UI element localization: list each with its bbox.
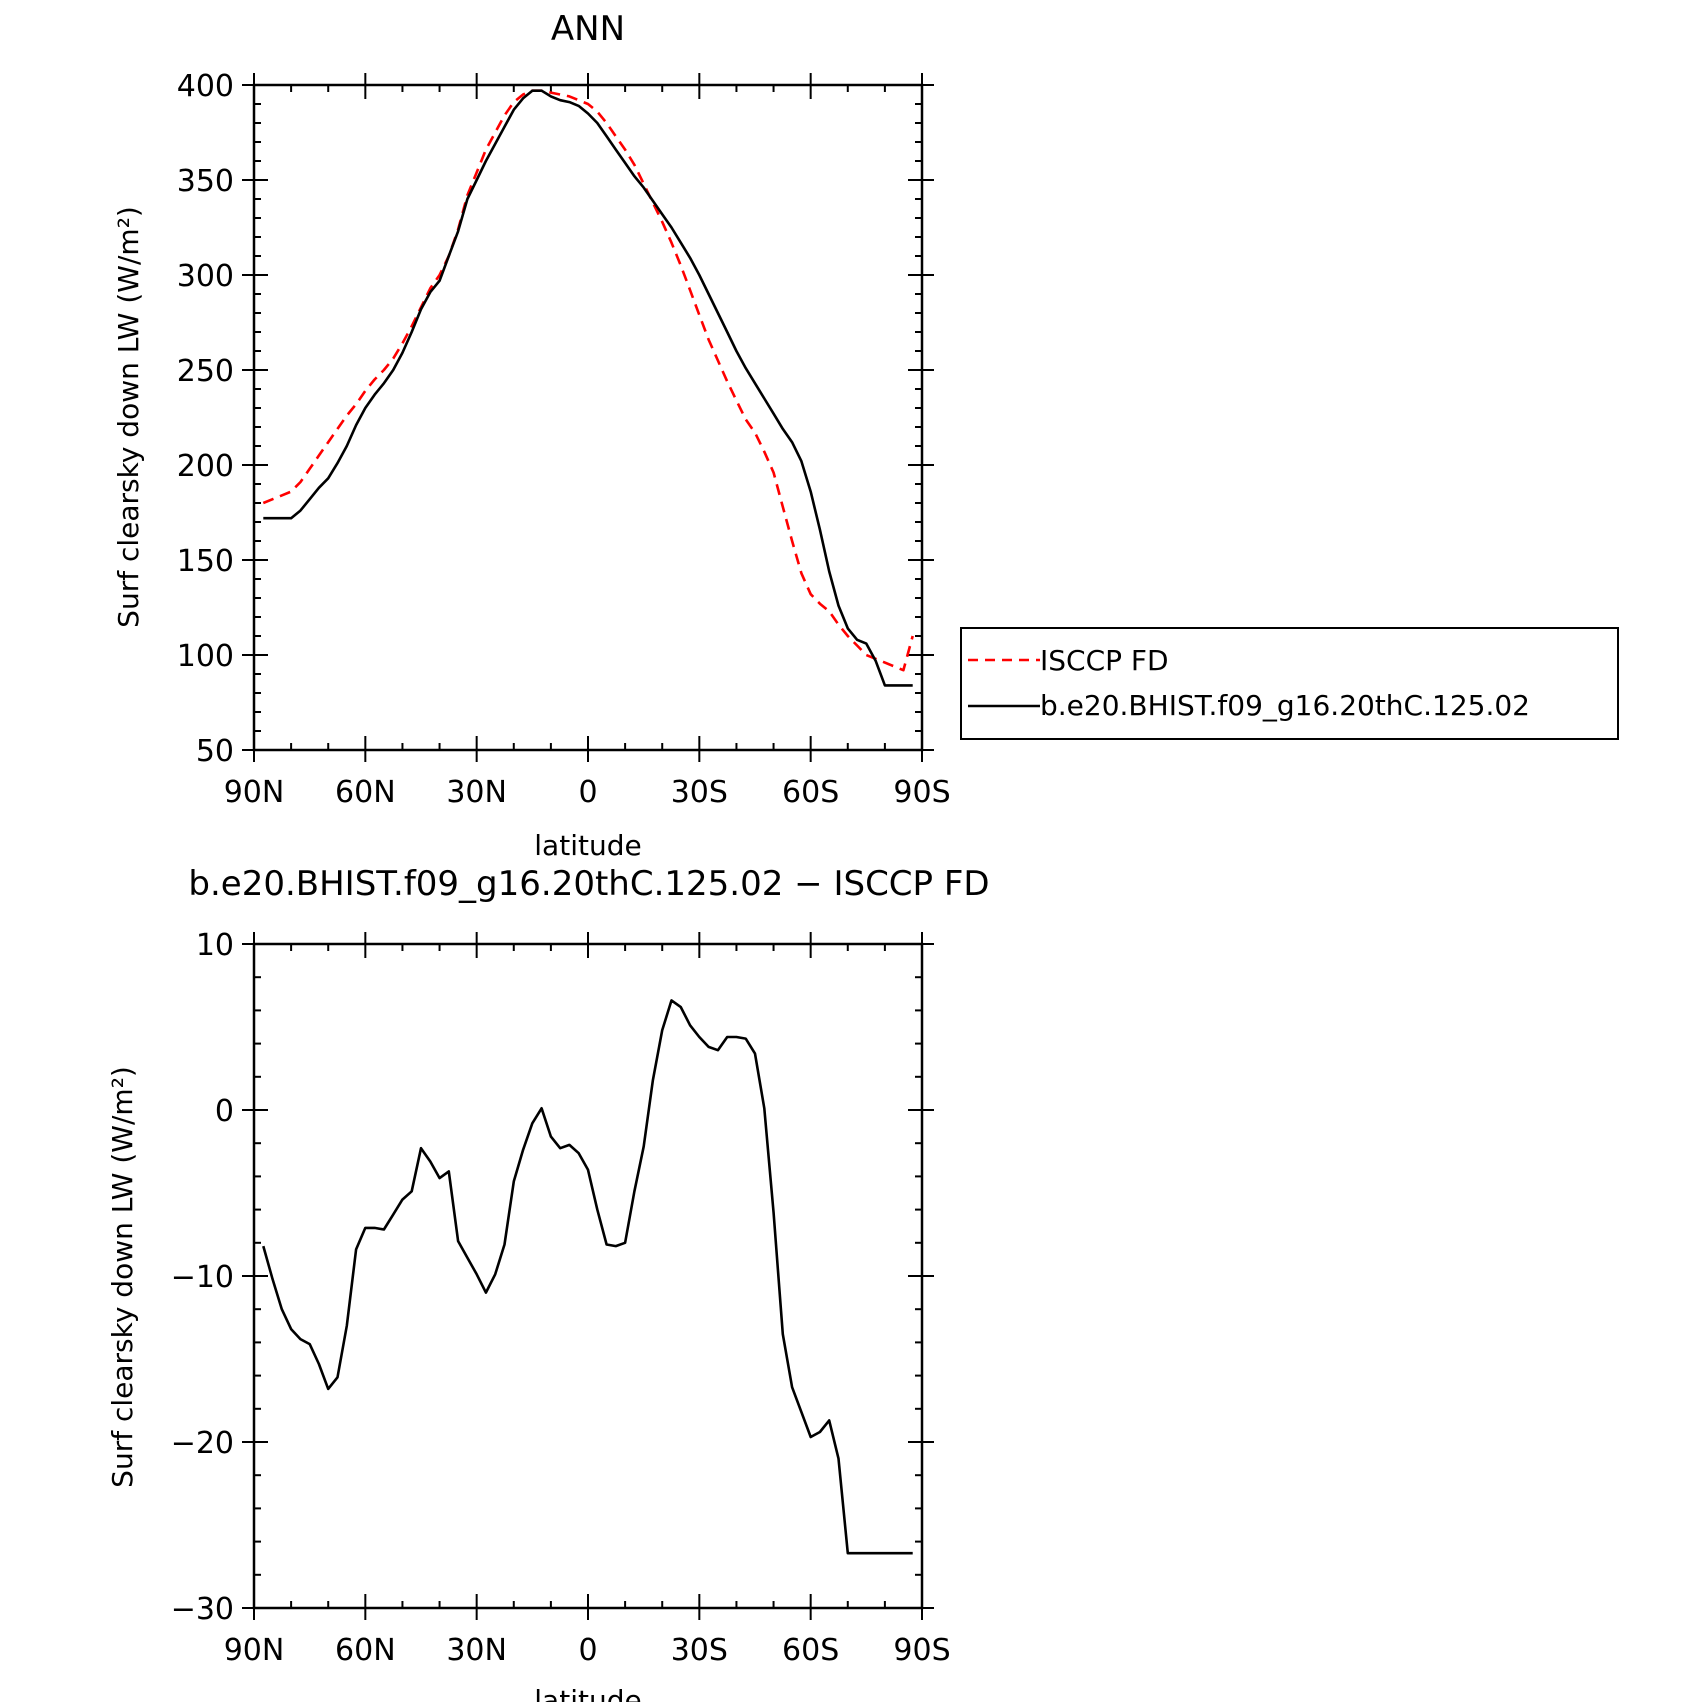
bottom-y-tick-label: −20	[171, 1426, 234, 1461]
bottom-x-tick-label: 30S	[671, 1633, 728, 1668]
bottom-y-tick-label: −30	[171, 1592, 234, 1627]
bottom-plot-area	[262, 999, 913, 1555]
top-y-tick-label: 200	[177, 449, 234, 484]
legend: ISCCP FD b.e20.BHIST.f09_g16.20thC.125.0…	[960, 627, 1619, 740]
top-series-line-0	[262, 89, 914, 672]
top-y-tick-label: 400	[177, 69, 234, 104]
bottom-series-line-0	[262, 999, 913, 1555]
top-y-tick-label: 250	[177, 354, 234, 389]
bottom-y-tick-label: 10	[196, 928, 234, 963]
bottom-x-tick-label: 30N	[446, 1633, 507, 1668]
top-plot-area	[262, 89, 914, 687]
legend-label-model: b.e20.BHIST.f09_g16.20thC.125.02	[1040, 689, 1530, 722]
bottom-x-tick-label: 90S	[893, 1633, 950, 1668]
legend-label-isccp: ISCCP FD	[1040, 644, 1169, 677]
bottom-x-tick-label: 60N	[335, 1633, 396, 1668]
top-x-axis-label: latitude	[534, 829, 641, 862]
top-y-tick-label: 350	[177, 164, 234, 199]
top-y-axis-label: Surf clearsky down LW (W/m²)	[112, 206, 145, 628]
top-series-line-1	[263, 89, 913, 687]
top-y-tick-label: 150	[177, 544, 234, 579]
bottom-y-axis-label: Surf clearsky down LW (W/m²)	[106, 1066, 139, 1488]
bottom-x-tick-label: 0	[578, 1633, 597, 1668]
top-x-tick-label: 60S	[782, 775, 839, 810]
bottom-x-axis-label: latitude	[534, 1684, 641, 1702]
top-y-tick-label: 50	[196, 734, 234, 769]
top-x-tick-label: 60N	[335, 775, 396, 810]
top-y-tick-label: 300	[177, 259, 234, 294]
top-x-tick-label: 90S	[893, 775, 950, 810]
top-x-tick-label: 0	[578, 775, 597, 810]
bottom-y-tick-label: −10	[171, 1260, 234, 1295]
bottom-chart-title: b.e20.BHIST.f09_g16.20thC.125.02 − ISCCP…	[188, 864, 989, 904]
top-panel: ANN 90N 60N 30N 0 30S 60S 90S 50 100 150 200 250 300…	[112, 9, 951, 862]
top-plot-frame	[252, 83, 924, 752]
top-x-tick-label: 30N	[446, 775, 507, 810]
top-x-tick-label: 30S	[671, 775, 728, 810]
bottom-y-tick-label: 0	[215, 1094, 234, 1129]
bottom-x-tick-label: 60S	[782, 1633, 839, 1668]
top-x-tick-label: 90N	[224, 775, 285, 810]
bottom-panel: b.e20.BHIST.f09_g16.20thC.125.02 − ISCCP…	[106, 864, 990, 1702]
legend-box	[960, 627, 1619, 740]
bottom-axes: 90N 60N 30N 0 30S 60S 90S −30 −20 −10 0 10	[171, 928, 951, 1668]
top-axes: 90N 60N 30N 0 30S 60S 90S 50 100 150 200 250 300 350 4…	[177, 69, 951, 810]
bottom-x-tick-label: 90N	[224, 1633, 285, 1668]
top-chart-title: ANN	[551, 9, 625, 49]
bottom-plot-frame	[252, 942, 924, 1610]
top-y-tick-label: 100	[177, 639, 234, 674]
